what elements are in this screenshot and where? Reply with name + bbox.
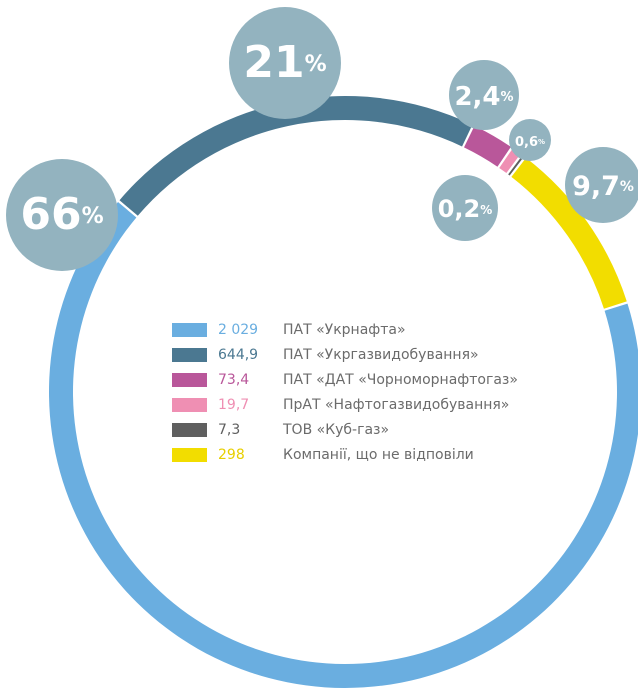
percent-bubble <box>509 119 551 161</box>
percent-value: 2,4 <box>454 82 500 112</box>
percent-bubble <box>432 175 498 241</box>
percent-value: 21 <box>243 37 304 88</box>
percent-label: 2,4% <box>454 82 513 112</box>
percent-bubble <box>449 60 519 130</box>
legend-swatch <box>172 398 207 412</box>
legend-value: 644,9 <box>218 347 258 363</box>
percent-sign: % <box>480 203 492 217</box>
legend-label: ТОВ «Куб-газ» <box>282 422 389 438</box>
percent-bubble <box>6 159 118 271</box>
percent-sign: % <box>305 52 327 77</box>
legend-swatch <box>172 373 207 387</box>
legend-value: 19,7 <box>218 397 249 413</box>
percent-label: 21% <box>243 37 326 88</box>
legend-label: ПАТ «Укрнафта» <box>283 322 406 338</box>
percent-sign: % <box>620 179 634 195</box>
legend-label: ПАТ «Укргазвидобування» <box>283 347 479 363</box>
percent-value: 9,7 <box>572 171 620 202</box>
legend-value: 298 <box>218 447 245 463</box>
legend-swatch <box>172 448 207 462</box>
percent-label: 0,2% <box>438 195 493 223</box>
percent-value: 0,2 <box>438 195 481 223</box>
legend-swatch <box>172 423 207 437</box>
percent-sign: % <box>538 138 545 146</box>
legend-swatch <box>172 323 207 337</box>
legend-label: Компанії, що не відповіли <box>283 447 474 463</box>
percent-bubble <box>229 7 341 119</box>
donut-segment <box>511 157 627 309</box>
percent-label: 0,6% <box>515 135 545 150</box>
legend-label: ПАТ «ДАТ «Чорноморнафтогаз» <box>283 372 518 388</box>
donut-segment <box>119 95 473 216</box>
legend-value: 7,3 <box>218 422 240 438</box>
donut-segment <box>49 202 638 688</box>
legend-swatch <box>172 348 207 362</box>
percent-value: 66 <box>20 189 81 240</box>
donut-segment <box>464 125 511 167</box>
percent-bubble <box>565 147 638 223</box>
donut-segment <box>508 155 525 176</box>
legend-value: 73,4 <box>218 372 249 388</box>
percent-label: 66% <box>20 189 103 240</box>
percent-sign: % <box>501 90 514 105</box>
percent-sign: % <box>82 204 104 229</box>
percent-label: 9,7% <box>572 171 634 202</box>
legend-value: 2 029 <box>218 322 258 338</box>
percent-value: 0,6 <box>515 135 538 150</box>
legend-label: ПрАТ «Нафтогазвидобування» <box>283 397 509 413</box>
